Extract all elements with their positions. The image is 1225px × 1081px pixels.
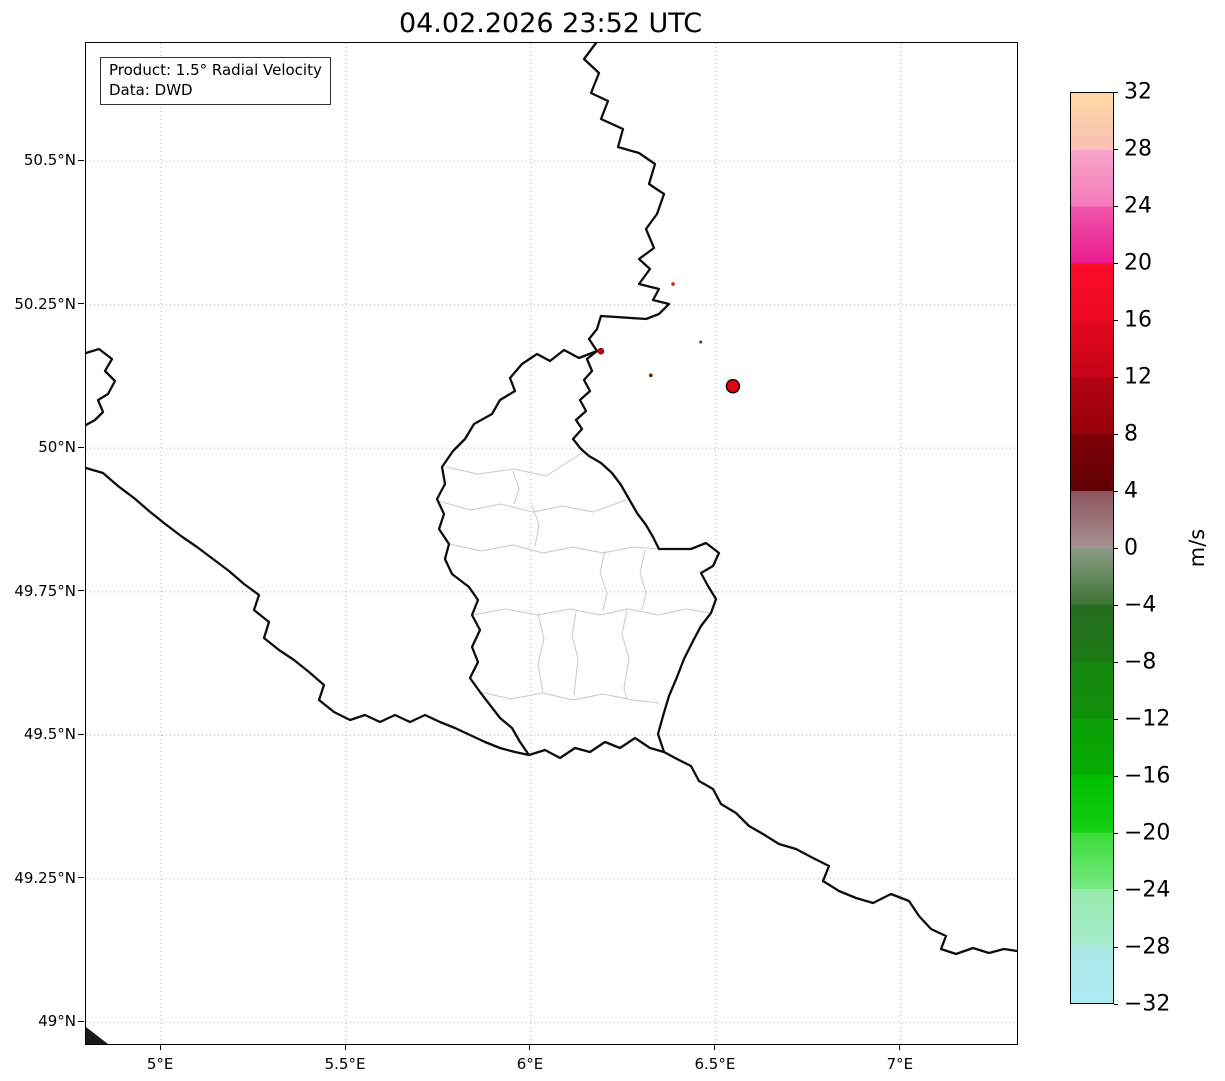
lon-tick-mark — [714, 1044, 716, 1050]
colorbar-tick-mark — [1114, 547, 1118, 549]
colorbar-tick-mark — [1114, 433, 1118, 435]
colorbar-tick-mark — [1114, 262, 1118, 264]
map-plot: Product: 1.5° Radial Velocity Data: DWD — [85, 42, 1018, 1045]
canton-border — [437, 499, 627, 513]
country-border-givet-salient — [86, 347, 117, 427]
lon-tick-mark — [344, 1044, 346, 1050]
colorbar-tick-label: −16 — [1124, 763, 1171, 789]
colorbar-tick-label: −20 — [1124, 820, 1171, 846]
colorbar-unit-label: m/s — [1185, 528, 1209, 568]
colorbar-tick-mark — [1114, 604, 1118, 606]
lat-tick-label: 50.25°N — [14, 294, 76, 313]
colorbar-gradient — [1070, 92, 1114, 1004]
colorbar-tick-label: −28 — [1124, 934, 1171, 960]
colorbar-tick-mark — [1114, 1003, 1118, 1005]
canton-border — [537, 613, 545, 694]
radar-echo — [649, 373, 653, 378]
colorbar-tick-label: −4 — [1124, 592, 1157, 618]
lat-tick-mark — [78, 303, 84, 305]
colorbar-tick-mark — [1114, 148, 1118, 150]
radar-echo — [699, 340, 703, 344]
lat-tick-mark — [78, 1020, 84, 1022]
gridlines — [86, 43, 1017, 1044]
canton-border — [445, 452, 583, 477]
colorbar-tick-mark — [1114, 889, 1118, 891]
country-border-luxembourg-west-south — [435, 348, 666, 760]
country-border-corner-fragment — [86, 1027, 108, 1044]
canton-border — [448, 543, 660, 554]
radar-echo-points — [597, 282, 741, 394]
lon-tick-label: 6.5°E — [694, 1055, 736, 1073]
map-canvas — [86, 43, 1017, 1044]
canton-border — [471, 608, 712, 616]
lat-tick-mark — [78, 590, 84, 592]
lat-tick-label: 49.75°N — [14, 581, 76, 600]
canton-borders — [437, 452, 712, 704]
colorbar-tick-label: 24 — [1124, 193, 1152, 219]
colorbar-tick-label: −32 — [1124, 991, 1171, 1017]
colorbar-tick-mark — [1114, 91, 1118, 93]
colorbar-tick-label: 12 — [1124, 364, 1152, 390]
lon-tick-label: 5°E — [146, 1055, 174, 1073]
colorbar-tick-mark — [1114, 946, 1118, 948]
lon-tick-mark — [529, 1044, 531, 1050]
colorbar-tick-label: 20 — [1124, 250, 1152, 276]
colorbar-tick-label: 8 — [1124, 421, 1138, 447]
lat-tick-mark — [78, 446, 84, 448]
canton-border — [639, 549, 647, 611]
lat-tick-label: 49.5°N — [23, 725, 76, 744]
canton-border — [599, 550, 608, 612]
radar-echo — [725, 379, 741, 394]
country-border-belgium-france — [86, 466, 531, 757]
canton-border — [621, 609, 630, 701]
colorbar-tick-label: 16 — [1124, 307, 1152, 333]
colorbar-tick-label: −24 — [1124, 877, 1171, 903]
colorbar-tick-label: −8 — [1124, 649, 1157, 675]
lon-tick-mark — [899, 1044, 901, 1050]
colorbar-tick-mark — [1114, 319, 1118, 321]
canton-border — [512, 470, 520, 505]
lat-tick-mark — [78, 877, 84, 879]
lon-tick-label: 7°E — [886, 1055, 914, 1073]
product-info-box: Product: 1.5° Radial Velocity Data: DWD — [100, 57, 331, 105]
lat-tick-mark — [78, 733, 84, 735]
colorbar-tick-mark — [1114, 661, 1118, 663]
radar-echo — [597, 347, 605, 355]
colorbar-tick-mark — [1114, 205, 1118, 207]
canton-border — [531, 504, 540, 547]
lon-tick-label: 5.5°E — [324, 1055, 366, 1073]
colorbar-tick-mark — [1114, 832, 1118, 834]
colorbar-tick-label: 4 — [1124, 478, 1138, 504]
canton-border — [479, 691, 660, 704]
colorbar-tick-label: −12 — [1124, 706, 1171, 732]
lat-tick-label: 49°N — [38, 1012, 76, 1031]
colorbar-tick-mark — [1114, 490, 1118, 492]
lon-tick-label: 6°E — [516, 1055, 544, 1073]
colorbar-tick-label: 28 — [1124, 136, 1152, 162]
colorbar-tick-mark — [1114, 718, 1118, 720]
plot-title: 04.02.2026 23:52 UTC — [398, 8, 703, 39]
colorbar-tick-mark — [1114, 376, 1118, 378]
country-borders — [86, 43, 1017, 1044]
colorbar-tick-label: 32 — [1124, 79, 1152, 105]
lat-tick-label: 50.5°N — [23, 151, 76, 170]
radar-echo — [671, 282, 675, 286]
lat-tick-label: 49.25°N — [14, 868, 76, 887]
country-border-germany-belgium-france — [571, 43, 1017, 956]
lon-tick-mark — [159, 1044, 161, 1050]
product-label: Product: 1.5° Radial Velocity — [109, 61, 322, 79]
colorbar-tick-mark — [1114, 775, 1118, 777]
lat-tick-label: 50°N — [38, 438, 76, 457]
colorbar-tick-label: 0 — [1124, 535, 1138, 561]
data-source-label: Data: DWD — [109, 80, 193, 99]
lat-tick-mark — [78, 159, 84, 161]
canton-border — [571, 611, 579, 696]
